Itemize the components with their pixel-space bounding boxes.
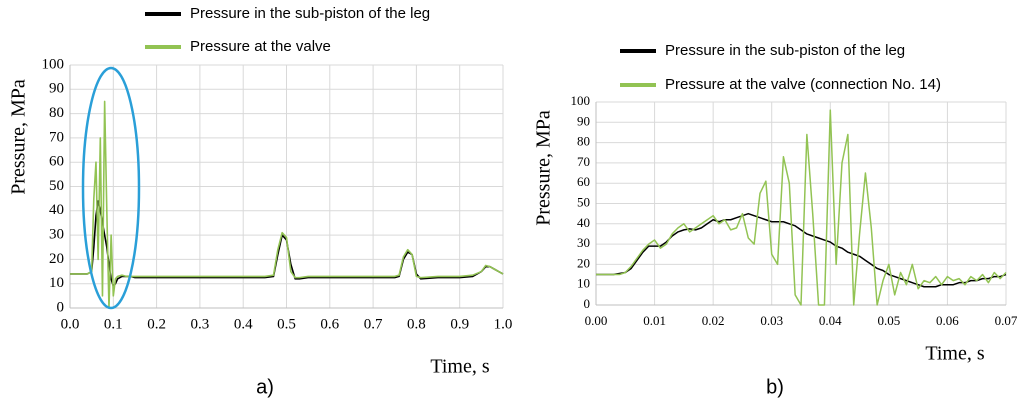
y-tick-label: 30: [577, 235, 590, 250]
y-tick-label: 70: [577, 154, 590, 169]
y-tick-label: 90: [49, 81, 64, 97]
x-tick-label: 0.2: [147, 316, 166, 332]
y-tick-label: 50: [577, 194, 590, 209]
y-tick-label: 70: [49, 129, 64, 145]
data-line: [596, 212, 1007, 288]
x-tick-label: 0.9: [450, 316, 469, 332]
x-tick-label: 0.8: [407, 316, 426, 332]
y-tick-label: 100: [42, 56, 65, 72]
x-tick-label: 0.01: [643, 313, 666, 328]
x-tick-label: 0.5: [277, 316, 296, 332]
x-tick-label: 0.07: [995, 313, 1018, 328]
x-tick-label: 0.3: [191, 316, 210, 332]
y-tick-label: 60: [49, 154, 64, 170]
x-tick-label: 0.02: [702, 313, 725, 328]
highlight-ellipse: [81, 66, 141, 310]
y-tick-label: 20: [577, 255, 590, 270]
y-tick-label: 40: [577, 215, 590, 230]
y-tick-label: 100: [571, 93, 591, 108]
subplot-caption: a): [256, 376, 274, 398]
subplot-caption: b): [766, 376, 784, 398]
y-tick-label: 60: [577, 174, 590, 189]
data-line: [70, 100, 504, 309]
x-tick-label: 1.0: [494, 316, 513, 332]
y-tick-label: 20: [49, 251, 64, 267]
x-tick-label: 0.06: [936, 313, 959, 328]
x-tick-label: 0.0: [61, 316, 80, 332]
data-line: [70, 200, 504, 287]
x-tick-label: 0.04: [819, 313, 842, 328]
legend-label: Pressure at the valve (connection No. 14…: [665, 76, 941, 93]
y-tick-label: 0: [584, 296, 591, 311]
data-line: [596, 109, 1007, 306]
x-tick-label: 0.05: [877, 313, 900, 328]
y-tick-label: 50: [49, 178, 64, 194]
legend-label: Pressure in the sub-piston of the leg: [190, 5, 430, 22]
y-tick-label: 10: [577, 276, 590, 291]
y-tick-label: 0: [57, 299, 65, 315]
y-tick-label: 80: [49, 105, 64, 121]
legend-label: Pressure at the valve: [190, 38, 331, 55]
y-tick-label: 40: [49, 202, 64, 218]
y-tick-label: 30: [49, 227, 64, 243]
x-tick-label: 0.03: [760, 313, 783, 328]
x-tick-label: 0.00: [585, 313, 608, 328]
x-tick-label: 0.7: [364, 316, 383, 332]
y-tick-label: 90: [577, 113, 590, 128]
legend-label: Pressure in the sub-piston of the leg: [665, 42, 905, 59]
y-axis-label: Pressure, MPa: [533, 110, 555, 226]
x-axis-label: Time, s: [925, 343, 985, 365]
y-axis-label: Pressure, MPa: [8, 79, 30, 195]
x-axis-label: Time, s: [430, 356, 490, 378]
x-tick-label: 0.6: [320, 316, 339, 332]
x-tick-label: 0.4: [234, 316, 253, 332]
y-tick-label: 80: [577, 134, 590, 149]
x-tick-label: 0.1: [104, 316, 123, 332]
y-tick-label: 10: [49, 275, 64, 291]
